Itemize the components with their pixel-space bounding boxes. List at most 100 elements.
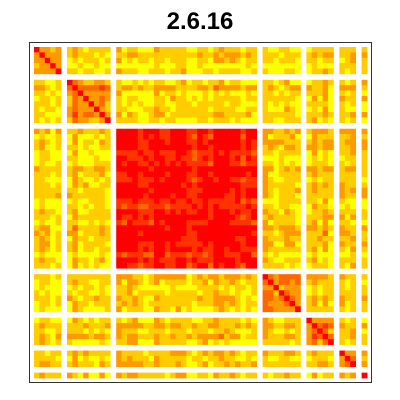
heatmap-cell — [218, 95, 225, 102]
heatmap-cell — [186, 47, 193, 53]
heatmap-cell — [99, 372, 106, 379]
heatmap-cell — [306, 63, 313, 69]
heatmap-cell — [164, 284, 171, 291]
heatmap-cell — [164, 128, 171, 135]
heatmap-cell — [164, 52, 171, 59]
heatmap-cell — [278, 214, 285, 221]
heatmap-cell — [148, 63, 155, 69]
heatmap-cell — [44, 317, 51, 324]
heatmap-cell — [295, 372, 301, 379]
heatmap-cell — [154, 301, 160, 307]
heatmap-cell — [132, 209, 139, 215]
heatmap-cell — [175, 209, 182, 215]
heatmap-cell — [197, 241, 203, 248]
heatmap-cell — [306, 306, 313, 313]
heatmap-cell — [44, 306, 51, 313]
heatmap-cell — [34, 52, 40, 59]
heatmap-cell — [170, 90, 176, 97]
heatmap-cell — [350, 160, 356, 167]
heatmap-cell — [34, 85, 40, 91]
heatmap-cell — [208, 101, 214, 108]
heatmap-cell — [339, 350, 346, 357]
heatmap-cell — [208, 52, 214, 59]
heatmap-cell — [121, 214, 128, 221]
heatmap-cell — [143, 90, 149, 97]
heatmap-cell — [235, 144, 241, 151]
heatmap-cell — [295, 52, 301, 59]
heatmap-cell — [170, 262, 176, 269]
heatmap-cell — [251, 166, 257, 173]
heatmap-cell — [208, 339, 214, 345]
heatmap-cell — [218, 328, 225, 335]
heatmap-cell — [175, 171, 182, 178]
heatmap-cell — [67, 290, 73, 297]
heatmap-cell — [344, 241, 351, 248]
heatmap-cell — [67, 47, 73, 53]
heatmap-cell — [186, 301, 193, 307]
heatmap-cell — [273, 198, 280, 205]
heatmap-cell — [137, 160, 144, 167]
heatmap-cell — [34, 317, 40, 324]
heatmap-cell — [116, 290, 122, 297]
heatmap-cell — [39, 117, 46, 124]
heatmap-cell — [55, 214, 62, 221]
heatmap-cell — [350, 85, 356, 91]
heatmap-cell — [164, 177, 171, 183]
heatmap-cell — [273, 257, 280, 264]
heatmap-cell — [262, 85, 269, 91]
heatmap-cell — [328, 246, 334, 253]
heatmap-cell — [339, 230, 346, 237]
heatmap-cell — [34, 150, 40, 156]
heatmap-cell — [202, 101, 209, 108]
heatmap-cell — [311, 236, 318, 242]
heatmap-cell — [159, 317, 166, 324]
heatmap-cell — [181, 339, 187, 345]
heatmap-cell — [132, 198, 139, 205]
heatmap-cell — [50, 279, 56, 286]
heatmap-cell — [127, 90, 133, 97]
heatmap-cell — [39, 252, 46, 258]
heatmap-cell — [77, 209, 84, 215]
heatmap-cell — [218, 117, 225, 124]
heatmap-cell — [143, 144, 149, 151]
heatmap-cell — [77, 295, 84, 302]
heatmap-cell — [208, 203, 214, 210]
heatmap-cell — [39, 171, 46, 178]
heatmap-cell — [34, 290, 40, 297]
heatmap-cell — [213, 306, 220, 313]
heatmap-cell — [213, 182, 220, 189]
heatmap-cell — [83, 328, 89, 335]
heatmap-cell — [328, 47, 334, 53]
heatmap-cell — [328, 52, 334, 59]
heatmap-cell — [127, 257, 133, 264]
heatmap-cell — [284, 57, 290, 64]
heatmap-cell — [295, 333, 301, 340]
heatmap-cell — [55, 350, 62, 357]
heatmap-cell — [99, 214, 106, 221]
heatmap-cell — [273, 155, 280, 162]
heatmap-cell — [88, 193, 95, 199]
heatmap-cell — [154, 117, 160, 124]
heatmap-cell — [67, 361, 73, 368]
heatmap-cell — [202, 333, 209, 340]
heatmap-cell — [175, 101, 182, 108]
heatmap-cell — [94, 134, 100, 140]
heatmap-cell — [164, 339, 171, 345]
heatmap-cell — [132, 193, 139, 199]
heatmap-cell — [148, 279, 155, 286]
heatmap-cell — [143, 236, 149, 242]
heatmap-cell — [55, 47, 62, 53]
heatmap-cell — [208, 150, 214, 156]
heatmap-cell — [235, 57, 241, 64]
heatmap-cell — [245, 134, 252, 140]
heatmap-cell — [229, 160, 236, 167]
heatmap-cell — [251, 90, 257, 97]
heatmap-cell — [213, 236, 220, 242]
heatmap-cell — [99, 317, 106, 324]
heatmap-cell — [350, 68, 356, 75]
heatmap-cell — [55, 301, 62, 307]
heatmap-cell — [191, 57, 198, 64]
heatmap-cell — [72, 155, 79, 162]
heatmap-cell — [77, 90, 84, 97]
heatmap-cell — [240, 279, 247, 286]
